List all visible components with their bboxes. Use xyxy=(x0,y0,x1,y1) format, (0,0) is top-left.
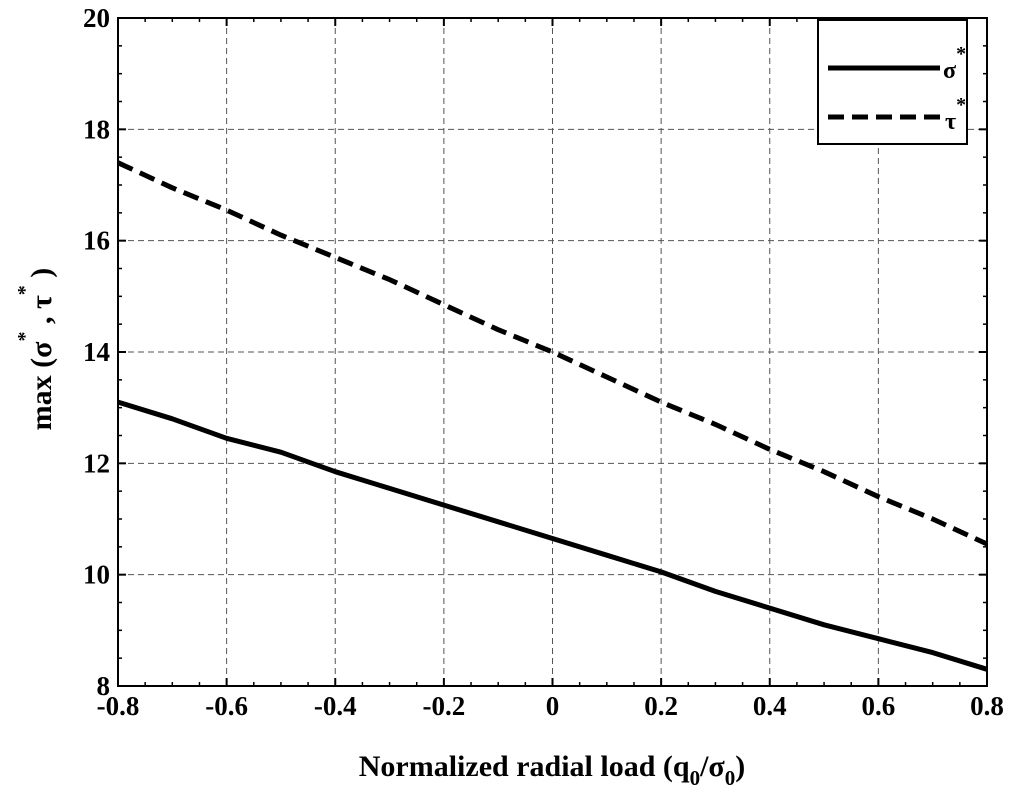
y-tick-labels: 8 10 12 14 16 18 20 xyxy=(83,3,110,701)
legend-label-sigma-sup: * xyxy=(956,43,966,65)
x-tick-label: 0.8 xyxy=(970,691,1004,721)
y-tick-label: 12 xyxy=(83,448,110,478)
x-tick-label: -0.6 xyxy=(205,691,248,721)
series-line-tau xyxy=(116,160,989,547)
y-axis-label-prefix: max (σ xyxy=(25,341,58,430)
y-tick-label: 18 xyxy=(83,114,110,144)
x-tick-label: -0.8 xyxy=(97,691,140,721)
legend-box xyxy=(817,19,968,145)
axis-ticks xyxy=(117,17,988,687)
x-axis-label-suffix: ) xyxy=(735,750,745,783)
x-axis-label: Normalized radial load (q0/σ0) xyxy=(359,750,745,788)
legend-label-tau: τ* xyxy=(945,94,966,135)
y-axis-label: max (σ* , τ* ) xyxy=(14,268,58,431)
x-tick-label: 0 xyxy=(546,691,560,721)
y-axis-label-sup1: * xyxy=(14,332,36,342)
x-tick-label: 0.2 xyxy=(644,691,678,721)
series-line-sigma xyxy=(117,399,988,672)
y-tick-label: 16 xyxy=(83,226,110,256)
y-tick-label: 14 xyxy=(83,337,110,367)
y-tick-label: 8 xyxy=(97,671,111,701)
legend: σ* τ* xyxy=(817,19,968,145)
y-tick-label: 20 xyxy=(83,3,110,33)
x-tick-label: -0.2 xyxy=(423,691,466,721)
x-axis-label-sub2: 0 xyxy=(725,766,736,788)
legend-label-sigma-name: σ xyxy=(943,58,956,84)
y-tick-label: 10 xyxy=(83,560,110,590)
legend-label-sigma: σ* xyxy=(943,43,966,84)
y-axis-label-sup2: * xyxy=(14,285,36,295)
grid-lines xyxy=(117,17,988,687)
x-axis-label-sub1: 0 xyxy=(690,766,701,788)
y-axis-label-suffix: ) xyxy=(25,268,58,286)
series-layer xyxy=(116,160,989,672)
x-tick-labels: -0.8 -0.6 -0.4 -0.2 0 0.2 0.4 0.6 0.8 xyxy=(97,691,1004,721)
x-axis-label-mid: /σ xyxy=(699,750,725,783)
x-tick-label: -0.4 xyxy=(314,691,357,721)
y-axis-label-mid: , τ xyxy=(25,295,58,332)
legend-label-tau-name: τ xyxy=(945,109,956,135)
x-tick-label: 0.4 xyxy=(753,691,787,721)
x-tick-label: 0.6 xyxy=(862,691,896,721)
x-axis-label-prefix: Normalized radial load (q xyxy=(359,750,690,783)
legend-label-tau-sup: * xyxy=(956,94,966,116)
